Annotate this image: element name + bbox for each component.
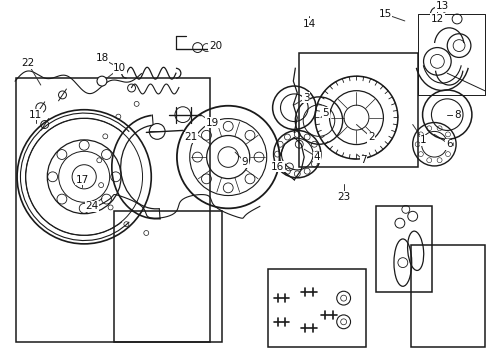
- Text: 14: 14: [302, 19, 315, 29]
- Text: 1: 1: [419, 135, 426, 145]
- Text: 16: 16: [270, 162, 284, 172]
- Text: 24: 24: [85, 201, 99, 211]
- Text: 5: 5: [322, 108, 328, 118]
- Text: 10: 10: [113, 63, 126, 73]
- Text: 18: 18: [95, 53, 108, 63]
- Text: 17: 17: [76, 175, 89, 185]
- Bar: [16, 78, 210, 342]
- Bar: [299, 54, 417, 167]
- Text: 9: 9: [241, 157, 248, 167]
- Bar: [410, 245, 484, 347]
- Text: 13: 13: [435, 1, 448, 11]
- Text: 11: 11: [29, 110, 42, 120]
- Text: 3: 3: [302, 93, 309, 103]
- Bar: [375, 206, 431, 292]
- Text: 2: 2: [367, 132, 374, 142]
- Circle shape: [97, 76, 107, 86]
- Text: 12: 12: [430, 14, 443, 24]
- Text: 15: 15: [378, 9, 391, 19]
- Text: 6: 6: [445, 139, 451, 149]
- Text: 23: 23: [336, 192, 349, 202]
- Text: 19: 19: [205, 117, 219, 127]
- Bar: [267, 269, 366, 347]
- Bar: [114, 211, 222, 342]
- Text: 7: 7: [359, 155, 366, 165]
- Text: 4: 4: [313, 152, 320, 162]
- Text: 8: 8: [453, 110, 460, 120]
- Text: 22: 22: [21, 58, 35, 68]
- Text: 21: 21: [184, 132, 197, 142]
- Text: 20: 20: [208, 41, 222, 51]
